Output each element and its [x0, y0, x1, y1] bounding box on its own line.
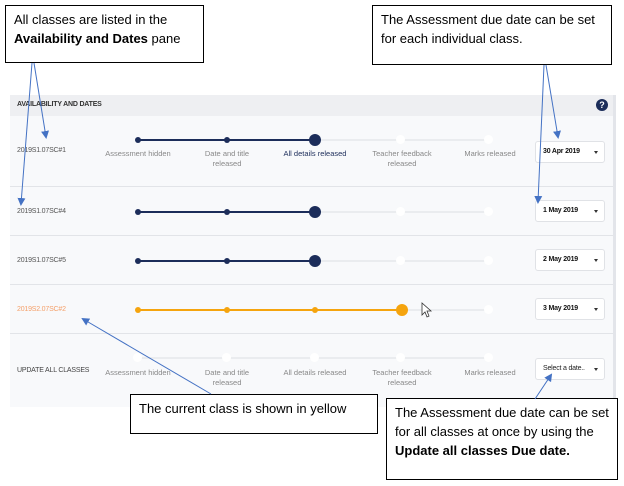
step-node-assessment-hidden[interactable] — [135, 307, 141, 313]
timeline-progress — [137, 309, 402, 311]
step-label: Teacher feedback released — [372, 149, 432, 168]
date-placeholder: Select a date.. — [543, 365, 585, 372]
due-date-value: 2 May 2019 — [543, 256, 578, 263]
step-node-date-title-released[interactable] — [224, 258, 230, 264]
chevron-down-icon — [594, 308, 598, 311]
callout-due-date-individual: The Assessment due date can be set for e… — [372, 5, 612, 65]
step-node-marks-released[interactable] — [484, 256, 493, 265]
step-node-teacher-feedback-released[interactable] — [396, 353, 405, 362]
update-all-classes-row: UPDATE ALL CLASSES Assessment hidden Dat… — [10, 334, 613, 407]
class-row: 2019S1.07SC#1 Assessment hidden Date and… — [10, 116, 613, 187]
due-date-select[interactable]: 1 May 2019 — [535, 200, 605, 222]
step-label: Teacher feedback released — [372, 368, 432, 387]
callout-classes-listed: All classes are listed in the Availabili… — [5, 5, 204, 63]
availability-and-dates-pane: AVAILABILITY AND DATES ? 2019S1.07SC#1 A… — [10, 95, 616, 407]
update-all-date-select[interactable]: Select a date.. — [535, 358, 605, 380]
step-node-assessment-hidden[interactable] — [135, 258, 141, 264]
step-node-all-details-released[interactable] — [312, 307, 318, 313]
step-label: Marks released — [464, 149, 516, 158]
step-node-marks-released[interactable] — [484, 135, 493, 144]
step-node-teacher-feedback-released[interactable] — [396, 207, 405, 216]
step-label: All details released — [283, 368, 347, 377]
due-date-value: 1 May 2019 — [543, 207, 578, 214]
step-label: Marks released — [464, 368, 516, 377]
chevron-down-icon — [594, 151, 598, 154]
step-node-date-title-released[interactable] — [224, 209, 230, 215]
step-node-marks-released[interactable] — [484, 353, 493, 362]
due-date-value: 3 May 2019 — [543, 305, 578, 312]
mouse-cursor-icon — [421, 302, 433, 318]
step-node-all-details-released[interactable] — [309, 134, 321, 146]
step-label: Date and title released — [204, 368, 250, 387]
callout-current-class-yellow: The current class is shown in yellow — [130, 394, 378, 434]
step-node-teacher-feedback-released[interactable] — [396, 304, 408, 316]
chevron-down-icon — [594, 368, 598, 371]
step-node-date-title-released[interactable] — [222, 353, 231, 362]
step-label: Assessment hidden — [105, 368, 171, 377]
step-node-date-title-released[interactable] — [224, 137, 230, 143]
due-date-select[interactable]: 3 May 2019 — [535, 298, 605, 320]
class-name: 2019S1.07SC#4 — [17, 208, 66, 215]
step-label-active: All details released — [283, 149, 347, 158]
class-name-current: 2019S2.07SC#2 — [17, 306, 66, 313]
class-row: 2019S1.07SC#4 1 May 2019 — [10, 187, 613, 236]
step-node-marks-released[interactable] — [484, 207, 493, 216]
class-row-current: 2019S2.07SC#2 3 May 2019 — [10, 285, 613, 334]
pane-header: AVAILABILITY AND DATES ? — [10, 95, 613, 116]
due-date-select[interactable]: 2 May 2019 — [535, 249, 605, 271]
step-node-date-title-released[interactable] — [224, 307, 230, 313]
callout-update-all-due-date: The Assessment due date can be set for a… — [386, 398, 618, 480]
step-label: Assessment hidden — [105, 149, 171, 158]
class-name: 2019S1.07SC#1 — [17, 147, 66, 154]
step-node-assessment-hidden[interactable] — [135, 137, 141, 143]
step-label: Date and title released — [204, 149, 250, 168]
pane-title: AVAILABILITY AND DATES — [17, 101, 102, 108]
step-node-assessment-hidden[interactable] — [133, 353, 142, 362]
step-node-all-details-released[interactable] — [309, 255, 321, 267]
step-node-teacher-feedback-released[interactable] — [396, 135, 405, 144]
due-date-select[interactable]: 30 Apr 2019 — [535, 141, 605, 163]
step-node-marks-released[interactable] — [484, 305, 493, 314]
question-circle-icon[interactable]: ? — [596, 99, 608, 111]
step-node-all-details-released[interactable] — [309, 206, 321, 218]
step-node-all-details-released[interactable] — [310, 353, 319, 362]
step-node-teacher-feedback-released[interactable] — [396, 256, 405, 265]
chevron-down-icon — [594, 210, 598, 213]
due-date-value: 30 Apr 2019 — [543, 148, 580, 155]
update-all-classes-label: UPDATE ALL CLASSES — [17, 367, 90, 374]
class-name: 2019S1.07SC#5 — [17, 257, 66, 264]
class-row: 2019S1.07SC#5 2 May 2019 — [10, 236, 613, 285]
chevron-down-icon — [594, 259, 598, 262]
step-node-assessment-hidden[interactable] — [135, 209, 141, 215]
